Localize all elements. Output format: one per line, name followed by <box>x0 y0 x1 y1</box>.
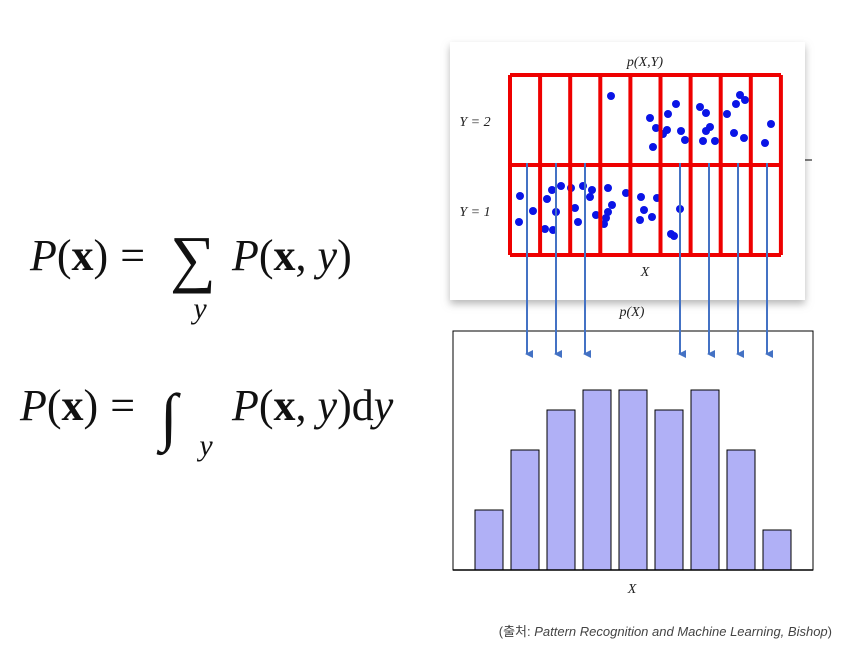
row-label: Y = 1 <box>459 205 490 220</box>
caption-source: Pattern Recognition and Machine Learning… <box>534 624 827 639</box>
point <box>767 120 775 128</box>
point <box>586 193 594 201</box>
histogram <box>453 389 813 571</box>
caption: (출처: Pattern Recognition and Machine Lea… <box>499 624 832 639</box>
equations: P(x) = ∑yP(x, y)P(x) = ∫ yP(x, y)dy <box>19 223 394 462</box>
equation-lhs: P(x) = <box>19 381 135 430</box>
point <box>557 182 565 190</box>
eq-sign: = <box>120 231 145 280</box>
point <box>699 137 707 145</box>
point <box>637 193 645 201</box>
point <box>604 184 612 192</box>
bar <box>546 409 576 571</box>
eq-part: P <box>19 381 47 430</box>
eq-part: ) <box>337 231 352 280</box>
point <box>702 109 710 117</box>
bar <box>654 409 684 571</box>
point <box>740 134 748 142</box>
point <box>681 136 689 144</box>
eq-part: ( <box>57 231 72 280</box>
caption-prefix: (출처: <box>499 624 534 639</box>
joint-title: p(X,Y) <box>626 55 664 70</box>
point <box>636 216 644 224</box>
point <box>696 103 704 111</box>
eq-part: ) <box>337 381 352 430</box>
eq-part: x <box>274 381 296 430</box>
eq-part: d <box>352 381 374 430</box>
eq-operator: ∑ <box>170 223 216 294</box>
point <box>670 232 678 240</box>
point <box>741 96 749 104</box>
eq-part: , <box>296 381 318 430</box>
eq-sign: = <box>110 381 135 430</box>
eq-subscript: y <box>196 429 213 462</box>
eq-part: ( <box>47 381 62 430</box>
eq-part: x <box>62 381 84 430</box>
point <box>607 92 615 100</box>
caption-suffix: ) <box>828 624 832 639</box>
eq-subscript: y <box>190 292 207 325</box>
bar <box>510 449 540 571</box>
point <box>677 127 685 135</box>
eq-part: P <box>231 231 259 280</box>
point <box>548 186 556 194</box>
row-label: Y = 2 <box>459 115 490 130</box>
point <box>529 207 537 215</box>
point <box>648 213 656 221</box>
eq-part: , <box>296 231 318 280</box>
point <box>672 100 680 108</box>
equation-rhs: P(x, y) <box>231 231 352 280</box>
x-label: X <box>627 582 637 597</box>
bar <box>690 389 720 571</box>
point <box>588 186 596 194</box>
point <box>663 126 671 134</box>
eq-part: y <box>370 381 394 430</box>
point <box>649 143 657 151</box>
eq-part: ) <box>94 231 109 280</box>
bar <box>726 449 756 571</box>
equation-rhs: P(x, y)dy <box>231 381 394 430</box>
point <box>702 127 710 135</box>
point <box>664 110 672 118</box>
bar <box>618 389 648 571</box>
marginal-title: p(X) <box>619 305 645 320</box>
eq-part: P <box>29 231 57 280</box>
eq-part: y <box>314 381 338 430</box>
point <box>640 206 648 214</box>
equation-lhs: P(x) = <box>29 231 145 280</box>
point <box>652 124 660 132</box>
point <box>622 189 630 197</box>
point <box>723 110 731 118</box>
point <box>736 91 744 99</box>
eq-part: ( <box>259 381 274 430</box>
eq-part: ) <box>84 381 99 430</box>
point <box>761 139 769 147</box>
point <box>711 137 719 145</box>
bar <box>762 529 792 571</box>
point <box>592 211 600 219</box>
point <box>646 114 654 122</box>
x-label: X <box>640 265 650 280</box>
point <box>515 218 523 226</box>
point <box>732 100 740 108</box>
eq-part: x <box>72 231 94 280</box>
point <box>730 129 738 137</box>
arrows <box>525 163 773 358</box>
eq-part: P <box>231 381 259 430</box>
eq-part: ( <box>259 231 274 280</box>
point <box>571 204 579 212</box>
point <box>608 201 616 209</box>
eq-operator: ∫ <box>156 381 181 456</box>
point <box>541 225 549 233</box>
grid <box>508 73 783 257</box>
point <box>543 195 551 203</box>
point <box>516 192 524 200</box>
eq-part: x <box>274 231 296 280</box>
bar <box>582 389 612 571</box>
eq-part: y <box>314 231 338 280</box>
point <box>574 218 582 226</box>
bar <box>474 509 504 571</box>
